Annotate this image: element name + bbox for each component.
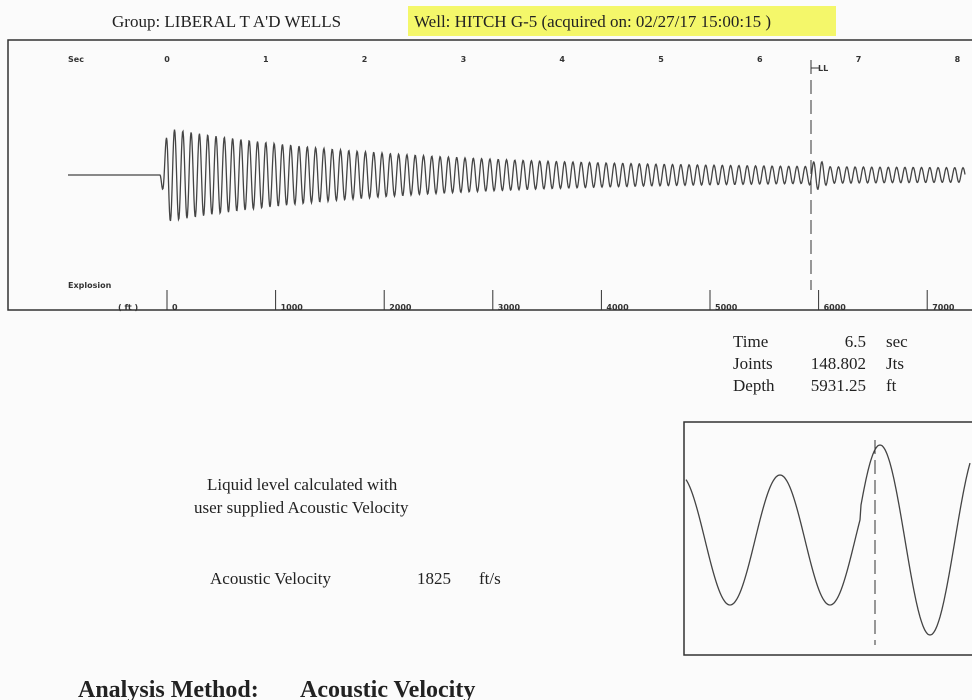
readout-value: 6.5 [845,332,866,351]
ll-label: LL [818,64,828,73]
depth-tick-label: 4000 [606,303,629,312]
readout-value: 148.802 [811,354,866,373]
depth-label: ( ft ) [118,303,138,312]
explosion-label: Explosion [68,281,112,290]
depth-tick-label: 3000 [498,303,521,312]
time-label: Sec [68,55,84,64]
note-line: user supplied Acoustic Velocity [194,498,409,517]
depth-tick-label: 2000 [389,303,412,312]
time-tick-label: 0 [164,55,170,64]
time-tick-label: 2 [362,55,368,64]
time-tick-label: 1 [263,55,269,64]
readout-value: 5931.25 [811,376,866,395]
readout-label: Depth [733,376,775,395]
depth-tick-label: 7000 [932,303,955,312]
time-tick-label: 6 [757,55,763,64]
depth-tick-label: 1000 [281,303,304,312]
readout-label: Time [733,332,768,351]
readout-unit: ft [886,376,897,395]
time-tick-label: 5 [658,55,664,64]
readout: Time 6.5 sec Joints 148.802 Jts Depth 5931.25 ft [733,332,908,395]
note-line: Liquid level calculated with [207,475,398,494]
readout-unit: sec [886,332,908,351]
footer-label: Analysis Method: [78,677,259,700]
footer-method: Acoustic Velocity [300,677,475,700]
depth-tick-label: 6000 [824,303,847,312]
readout-label: Joints [733,354,773,373]
time-tick-label: 7 [856,55,862,64]
time-tick-label: 3 [461,55,467,64]
well: Well: HITCH G-5 (acquired on: 02/27/17 1… [414,12,771,31]
velocity-unit: ft/s [479,569,501,588]
depth-tick-label: 0 [172,303,178,312]
zoom-frame [683,421,972,656]
group: Group: LIBERAL T A'D WELLS [112,12,341,31]
depth-tick-label: 5000 [715,303,738,312]
highlight [408,6,836,36]
velocity-label: Acoustic Velocity [210,569,332,588]
zoom-waveform [685,444,971,636]
time-tick-label: 4 [559,55,565,64]
readout-unit: Jts [886,354,904,373]
velocity-value: 1825 [417,569,451,588]
waveform [68,129,966,222]
time-tick-label: 8 [955,55,961,64]
